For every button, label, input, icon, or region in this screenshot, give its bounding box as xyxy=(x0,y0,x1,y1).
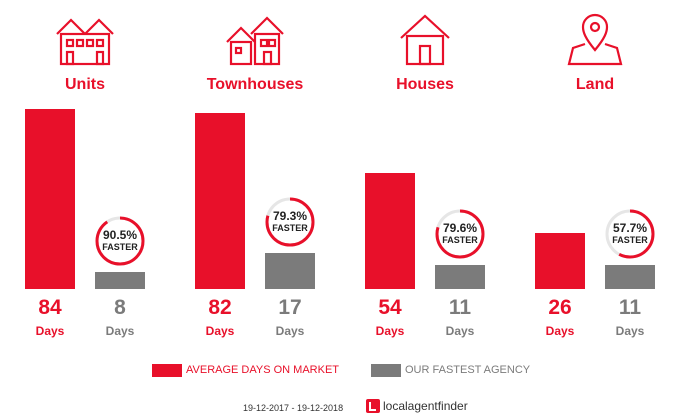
legend-label-avg: AVERAGE DAYS ON MARKET xyxy=(186,364,340,376)
fast-days-unit: Days xyxy=(105,324,135,338)
brand-name: localagentfinder xyxy=(383,399,468,413)
avg-days-value: 54 xyxy=(378,296,402,319)
bar-avg-days xyxy=(365,173,415,289)
faster-percent: 79.6% xyxy=(442,221,478,236)
faster-badge: 79.6% FASTER xyxy=(435,209,485,259)
faster-badge: 90.5% FASTER xyxy=(95,216,145,266)
avg-days-value: 82 xyxy=(208,296,232,319)
faster-percent: 57.7% xyxy=(612,221,648,236)
category-header-units: Units xyxy=(15,0,155,100)
category-label: Land xyxy=(575,76,615,93)
bar-fast-days xyxy=(435,265,485,289)
bar-avg-days xyxy=(195,113,245,289)
bar-avg-days xyxy=(535,233,585,289)
faster-percent: 90.5% xyxy=(102,227,138,242)
avg-days-unit: Days xyxy=(375,324,405,338)
brand-logo: localagentfinder xyxy=(366,398,468,414)
faster-badge: 57.7% FASTER xyxy=(605,209,655,259)
faster-label: FASTER xyxy=(272,222,308,233)
date-range: 19-12-2017 - 19-12-2018 xyxy=(243,403,344,413)
avg-days-value: 84 xyxy=(38,296,62,319)
fast-days-value: 11 xyxy=(448,296,472,319)
fast-days-unit: Days xyxy=(615,324,645,338)
brand-mark-icon xyxy=(366,399,380,413)
faster-badge: 79.3% FASTER xyxy=(265,197,315,247)
faster-label: FASTER xyxy=(612,235,648,246)
category-header-houses: Houses xyxy=(355,0,495,100)
category-label: Townhouses xyxy=(206,76,304,93)
avg-days-unit: Days xyxy=(205,324,235,338)
avg-days-value: 26 xyxy=(548,296,572,319)
category-label: Houses xyxy=(396,76,454,93)
bar-fast-days xyxy=(265,252,315,289)
faster-label: FASTER xyxy=(442,235,478,246)
faster-label: FASTER xyxy=(102,241,138,252)
map-pin-icon xyxy=(563,12,627,66)
bar-avg-days xyxy=(25,109,75,289)
legend-swatch-avg xyxy=(152,364,182,377)
avg-days-unit: Days xyxy=(545,324,575,338)
category-header-land: Land xyxy=(525,0,665,100)
townhouse-icon xyxy=(223,12,287,66)
bar-fast-days xyxy=(605,265,655,289)
fast-days-unit: Days xyxy=(445,324,475,338)
fast-days-unit: Days xyxy=(275,324,305,338)
fast-days-value: 17 xyxy=(278,296,302,319)
legend-label-fast: OUR FASTEST AGENCY xyxy=(405,364,531,376)
bar-fast-days xyxy=(95,271,145,289)
units-icon xyxy=(53,12,117,66)
faster-percent: 79.3% xyxy=(272,208,308,223)
house-icon xyxy=(393,12,457,66)
fast-days-value: 11 xyxy=(618,296,642,319)
fast-days-value: 8 xyxy=(114,296,126,319)
category-label: Units xyxy=(65,76,105,93)
category-header-townhouses: Townhouses xyxy=(185,0,325,100)
legend-swatch-fast xyxy=(371,364,401,377)
avg-days-unit: Days xyxy=(35,324,65,338)
